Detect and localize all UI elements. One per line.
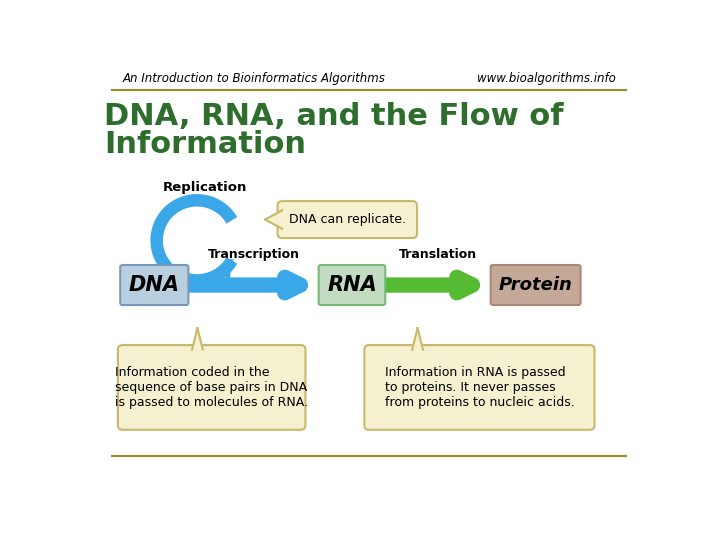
FancyBboxPatch shape — [319, 265, 385, 305]
Text: DNA, RNA, and the Flow of: DNA, RNA, and the Flow of — [104, 102, 564, 131]
Text: An Introduction to Bioinformatics Algorithms: An Introduction to Bioinformatics Algori… — [122, 72, 385, 85]
Text: Information coded in the
sequence of base pairs in DNA
is passed to molecules of: Information coded in the sequence of bas… — [115, 366, 308, 409]
Text: RNA: RNA — [327, 275, 377, 295]
Text: Information: Information — [104, 130, 306, 159]
FancyBboxPatch shape — [364, 345, 595, 430]
Text: DNA: DNA — [129, 275, 180, 295]
FancyBboxPatch shape — [490, 265, 580, 305]
FancyBboxPatch shape — [118, 345, 305, 430]
FancyBboxPatch shape — [120, 265, 189, 305]
Polygon shape — [265, 211, 282, 229]
Text: Replication: Replication — [163, 181, 247, 194]
Text: Transcription: Transcription — [207, 248, 300, 261]
Text: Information in RNA is passed
to proteins. It never passes
from proteins to nucle: Information in RNA is passed to proteins… — [384, 366, 575, 409]
Text: Translation: Translation — [399, 248, 477, 261]
Text: www.bioalgorithms.info: www.bioalgorithms.info — [477, 72, 616, 85]
Polygon shape — [412, 328, 423, 350]
FancyBboxPatch shape — [277, 201, 417, 238]
Text: Protein: Protein — [499, 276, 572, 294]
Polygon shape — [192, 328, 203, 350]
Text: DNA can replicate.: DNA can replicate. — [289, 213, 406, 226]
